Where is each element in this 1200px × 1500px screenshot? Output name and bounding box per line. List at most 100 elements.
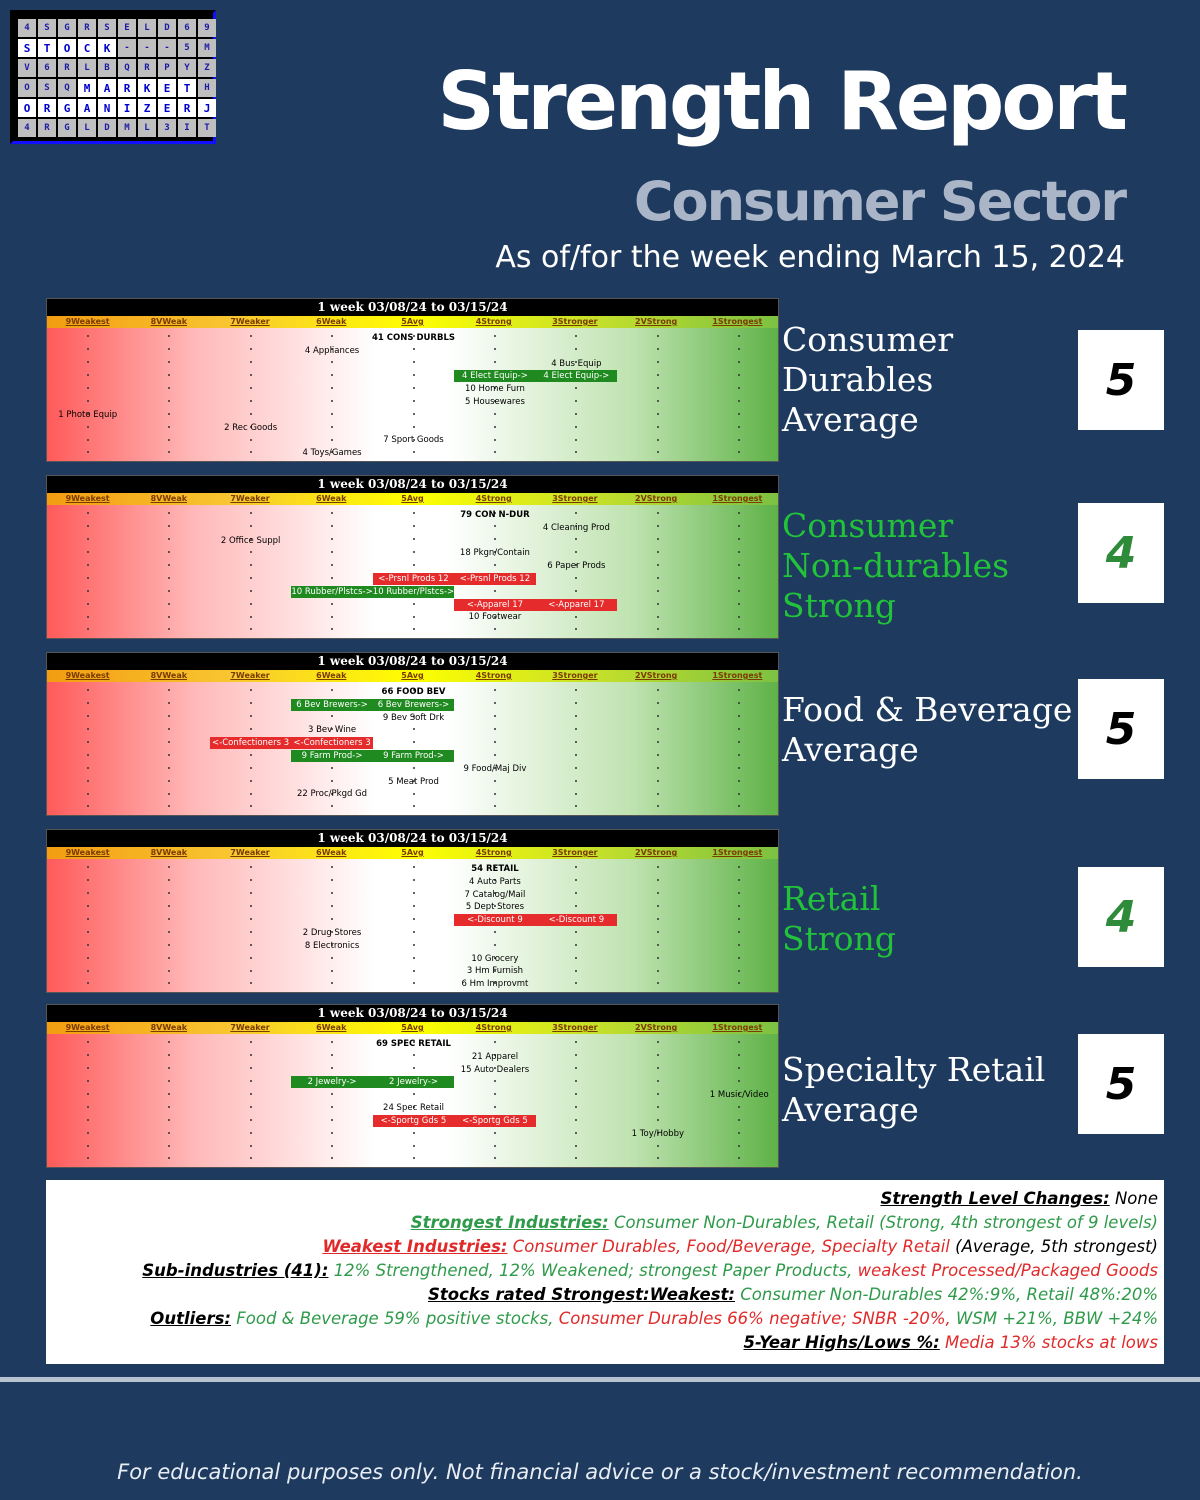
logo-tile: 6 [178, 19, 196, 37]
strengthened-bar: 4 Elect Equip-> [535, 370, 618, 383]
logo-tile: K [98, 39, 116, 57]
dot-column [168, 684, 172, 813]
logo-tile: 4 [18, 119, 36, 137]
level-label: 4Strong [475, 671, 512, 680]
level-label: 5Avg [401, 317, 424, 326]
industry-rating-label: Food & Beverage Average [782, 690, 1082, 770]
logo-tile: J [198, 99, 216, 117]
sub-industry-label: 2 Rec Goods [224, 422, 278, 433]
logo-tile: S [98, 19, 116, 37]
weakened-bar: <-Apparel 17 [535, 598, 618, 611]
sub-industry-label: 9 Food/Maj Div [463, 763, 527, 774]
dot-column [86, 684, 91, 813]
level-label: 2VStrong [635, 1023, 678, 1032]
sub-industry-label: 3 Bev Wine [307, 725, 357, 736]
sub-industry-label: 7 Sport Goods [383, 435, 444, 446]
footer-divider [0, 1377, 1200, 1382]
sub-industry-label: 3 Hm Furnish [466, 966, 524, 977]
sub-industry-label: 7 Catalog/Mail [464, 889, 526, 900]
level-label: 9Weakest [65, 1023, 110, 1032]
level-label: 6Weak [316, 317, 347, 326]
level-label: 6Weak [316, 671, 347, 680]
sub-industry-label: 2 Drug Stores [302, 928, 362, 938]
dot-column [738, 330, 742, 459]
level-label: 2VStrong [635, 848, 678, 857]
strength-level-header: 9Weakest 8VWeak 7Weaker 6Weak 5Avg 4Strong 3St… [47, 847, 778, 859]
strengthened-bar: 2 Jewelry-> [372, 1076, 455, 1089]
summary-strongest-industries: Strongest Industries: Consumer Non-Durab… [410, 1213, 1158, 1232]
logo-tile: D [98, 119, 116, 137]
level-label: 7Weaker [230, 1023, 270, 1032]
sub-industry-label: 18 Pkgn/Contain [459, 548, 530, 559]
level-label: 6Weak [316, 1023, 347, 1032]
panel-title: 1 week 03/08/24 to 03/15/24 [47, 1005, 778, 1022]
sub-industry-label: 1 Toy/Hobby [631, 1128, 685, 1139]
logo-tile: O [18, 99, 36, 117]
logo-tile: T [198, 119, 216, 137]
dot-column [168, 1036, 172, 1165]
logo-tile: R [118, 79, 136, 97]
dot-column [656, 1036, 661, 1165]
logo-tile: R [138, 59, 156, 77]
level-label: 7Weaker [230, 494, 270, 503]
logo-tile: L [78, 119, 96, 137]
strength-score: 5 [1078, 679, 1164, 779]
sub-industry-label: 21 Apparel [471, 1051, 519, 1062]
logo-tile: D [158, 19, 176, 37]
dot-column [738, 1036, 742, 1165]
logo-tile: V [18, 59, 36, 77]
weakened-bar: <-Confectioners 3 [209, 737, 292, 750]
level-label: 3Stronger [552, 848, 598, 857]
sub-industry-label: 10 Home Furn [465, 384, 525, 395]
level-label: 8VWeak [150, 317, 188, 326]
logo-tile: S [18, 39, 36, 57]
sub-industry-label: 15 Auto Dealers [460, 1064, 530, 1075]
logo-tile: G [58, 119, 76, 137]
logo-tile: T [38, 39, 56, 57]
level-label: 1Strongest [712, 1023, 763, 1032]
summary-strength-changes: Strength Level Changes: None [880, 1189, 1158, 1208]
sub-industry-label: 2 Office Suppl [220, 535, 281, 546]
dot-column [331, 507, 335, 636]
dot-column [412, 1036, 417, 1165]
logo-tile: L [138, 119, 156, 137]
dot-column [86, 861, 91, 990]
summary-stocks-rated: Stocks rated Strongest:Weakest: Consumer… [428, 1285, 1158, 1304]
logo-tile: 9 [198, 19, 216, 37]
logo-tile: M [78, 79, 96, 97]
strengthened-bar: 10 Rubber/Plstcs-> [291, 585, 373, 598]
rating-label-line: Average [782, 730, 919, 769]
strength-score: 5 [1078, 330, 1164, 430]
level-label: 1Strongest [712, 494, 763, 503]
logo-tile: - [118, 39, 136, 57]
dot-column [656, 330, 661, 459]
dot-column [493, 684, 498, 813]
panel-title: 1 week 03/08/24 to 03/15/24 [47, 299, 778, 316]
level-label: 9Weakest [65, 848, 110, 857]
logo-tile: R [58, 59, 76, 77]
logo-tile: A [98, 79, 116, 97]
logo-tile: G [58, 99, 76, 117]
logo-tile: R [38, 119, 56, 137]
logo-tile: B [98, 59, 116, 77]
summary-weakest-industries: Weakest Industries: Consumer Durables, F… [322, 1237, 1158, 1256]
strength-grid: 79 CON N-DUR 4 Cleaning Prod 2 Office Supp… [47, 505, 778, 638]
dot-column [86, 507, 91, 636]
rating-label-line: Strong [782, 919, 896, 958]
level-label: 8VWeak [150, 848, 188, 857]
level-label: 7Weaker [230, 671, 270, 680]
panel-title: 1 week 03/08/24 to 03/15/24 [47, 476, 778, 493]
strengthened-bar: 10 Rubber/Plstcs-> [372, 585, 455, 598]
dot-column [738, 684, 742, 813]
rating-label-line: Strong [782, 586, 896, 625]
logo-tile: E [158, 79, 176, 97]
logo-tile: I [178, 119, 196, 137]
rating-label-line: Average [782, 400, 919, 439]
logo-tile: M [198, 39, 216, 57]
strength-panel: 1 week 03/08/24 to 03/15/24 9Weakest 8VWea… [46, 1004, 779, 1168]
strength-panel: 1 week 03/08/24 to 03/15/24 9Weakest 8VWea… [46, 652, 779, 816]
sub-industry-label: 4 Auto Parts [469, 876, 521, 887]
logo-tile: M [118, 119, 136, 137]
logo-tile: 3 [158, 119, 176, 137]
logo-tile: I [118, 99, 136, 117]
